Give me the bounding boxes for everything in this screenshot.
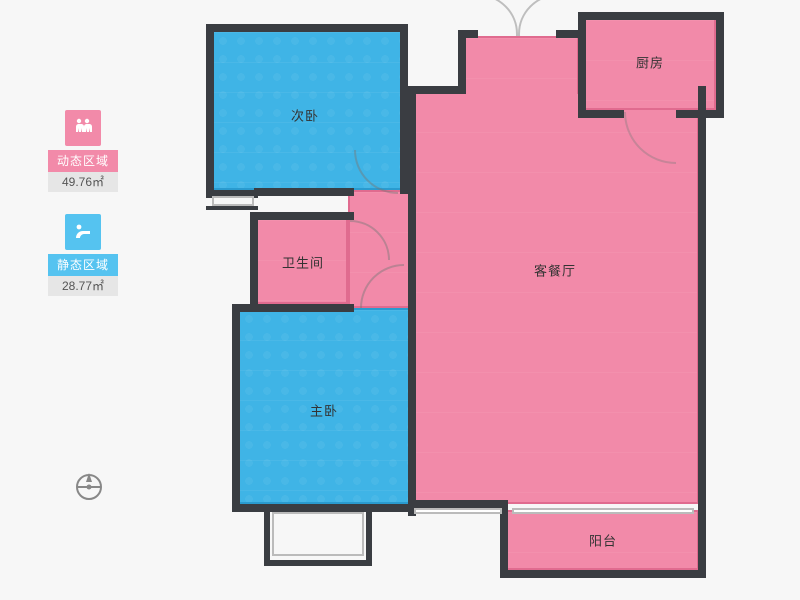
wall bbox=[408, 304, 416, 512]
wall bbox=[676, 110, 724, 118]
label-kitchen: 厨房 bbox=[636, 53, 664, 72]
window-rail bbox=[272, 512, 364, 556]
door-arc-secondary bbox=[354, 150, 398, 194]
room-living-top bbox=[461, 36, 579, 94]
wall bbox=[716, 12, 724, 116]
window-rail bbox=[512, 508, 694, 514]
label-master-bedroom: 主卧 bbox=[310, 401, 338, 420]
label-secondary-bedroom: 次卧 bbox=[291, 106, 319, 125]
wall bbox=[698, 86, 706, 508]
wall bbox=[206, 206, 258, 210]
wall bbox=[698, 110, 706, 111]
wall bbox=[698, 504, 706, 576]
wall bbox=[458, 30, 478, 38]
window-rail bbox=[212, 196, 254, 206]
wall bbox=[232, 304, 240, 510]
wall bbox=[578, 110, 624, 118]
wall bbox=[578, 12, 586, 116]
door-arc-master bbox=[360, 264, 404, 308]
wall bbox=[264, 560, 372, 566]
wall bbox=[206, 24, 408, 32]
wall bbox=[206, 24, 214, 196]
floor-plan: 次卧 卫生间 客餐厅 厨房 主卧 阳台 bbox=[0, 0, 800, 600]
wall bbox=[232, 304, 256, 312]
door-arc-entry-right bbox=[518, 0, 558, 36]
wall bbox=[408, 500, 508, 508]
wall bbox=[578, 12, 722, 20]
wall bbox=[232, 504, 416, 512]
window-rail bbox=[414, 508, 502, 514]
door-arc-entry-left bbox=[478, 0, 518, 36]
label-bathroom: 卫生间 bbox=[282, 253, 324, 272]
door-arc-kitchen bbox=[624, 112, 676, 164]
wall bbox=[264, 504, 270, 566]
wall bbox=[458, 30, 466, 92]
wall bbox=[500, 570, 706, 578]
wall bbox=[400, 24, 408, 194]
wall bbox=[254, 188, 354, 196]
label-balcony: 阳台 bbox=[589, 531, 617, 550]
wall bbox=[250, 212, 354, 220]
wall bbox=[250, 304, 354, 312]
wall bbox=[250, 212, 258, 312]
wall bbox=[500, 504, 508, 576]
label-living-dining: 客餐厅 bbox=[534, 261, 576, 280]
wall bbox=[408, 86, 416, 310]
door-arc-bathroom bbox=[350, 220, 390, 260]
wall bbox=[366, 504, 372, 566]
